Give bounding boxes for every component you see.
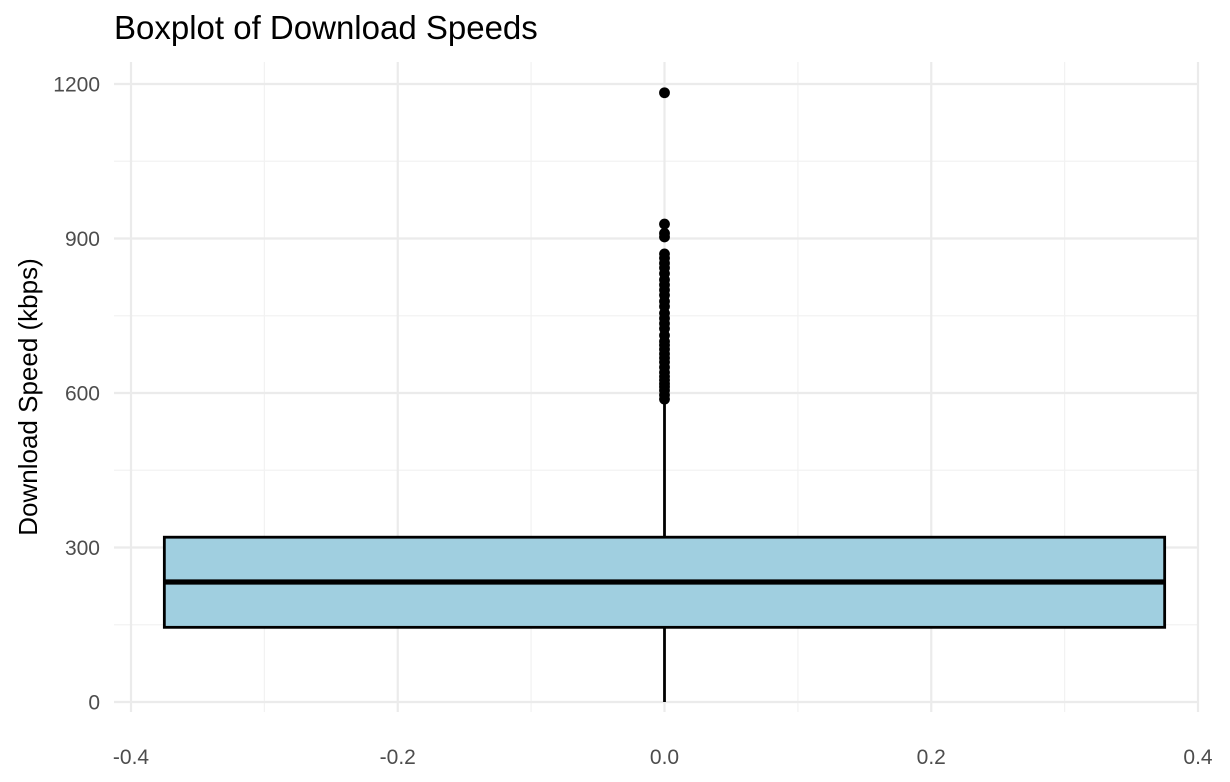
chart-title: Boxplot of Download Speeds: [114, 9, 538, 46]
x-tick-label: 0.2: [917, 746, 946, 769]
y-tick-label: 300: [65, 537, 100, 560]
outlier-layer: [659, 87, 670, 405]
y-tick-label: 1200: [53, 74, 100, 97]
y-tick-label: 900: [65, 228, 100, 251]
y-axis-label: Download Speed (kbps): [13, 258, 43, 536]
axis-labels-layer: 0 300 600 900 1200 -0.4 -0.2 0.0 0.2 0.4: [53, 74, 1213, 770]
x-tick-label: -0.4: [113, 746, 150, 769]
outlier-point: [659, 227, 670, 239]
y-tick-label: 600: [65, 383, 100, 406]
outlier-point: [659, 218, 670, 230]
grid-layer: [114, 62, 1200, 712]
outlier-point: [659, 87, 670, 99]
x-tick-label: -0.2: [380, 746, 416, 769]
outlier-point: [659, 248, 670, 260]
box-layer: [162, 403, 1167, 702]
y-tick-label: 0: [88, 692, 100, 715]
x-tick-label: 0.4: [1183, 746, 1213, 769]
x-tick-label: 0.0: [650, 746, 679, 769]
